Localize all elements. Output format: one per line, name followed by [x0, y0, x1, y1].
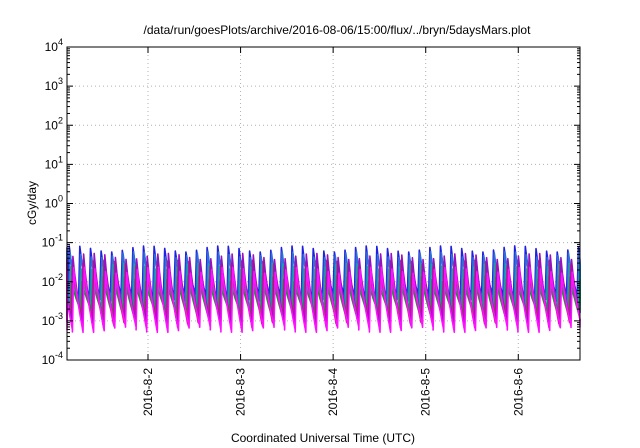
x-tick-label: 2016-8-5	[419, 368, 433, 416]
data-series-group	[66, 245, 581, 334]
x-tick-label: 2016-8-4	[326, 368, 340, 416]
y-tick-label: 104	[45, 37, 63, 54]
y-tick-label: 102	[45, 115, 63, 132]
x-axis-label: Coordinated Universal Time (UTC)	[231, 431, 415, 445]
y-tick-label: 10-2	[42, 272, 63, 289]
y-tick-label: 100	[45, 194, 63, 211]
chart-title: /data/run/goesPlots/archive/2016-08-06/1…	[144, 23, 532, 37]
axis-ticks	[67, 46, 580, 361]
x-tick-label: 2016-8-2	[141, 368, 155, 416]
x-tick-label: 2016-8-6	[511, 368, 525, 416]
y-tick-label: 10-3	[42, 311, 63, 328]
y-tick-label: 10-1	[42, 233, 63, 250]
y-tick-label: 101	[45, 154, 63, 171]
y-axis-label: cGy/day	[25, 181, 39, 225]
x-tick-labels: 2016-8-2 2016-8-3 2016-8-4 2016-8-5 2016-8-6	[141, 368, 525, 416]
y-tick-labels: 10-4 10-3 10-2 10-1 100 101 102 103 104	[42, 37, 63, 367]
y-tick-label: 10-4	[42, 350, 63, 367]
y-tick-label: 103	[45, 76, 63, 93]
series-line	[66, 266, 581, 334]
x-tick-label: 2016-8-3	[234, 368, 248, 416]
